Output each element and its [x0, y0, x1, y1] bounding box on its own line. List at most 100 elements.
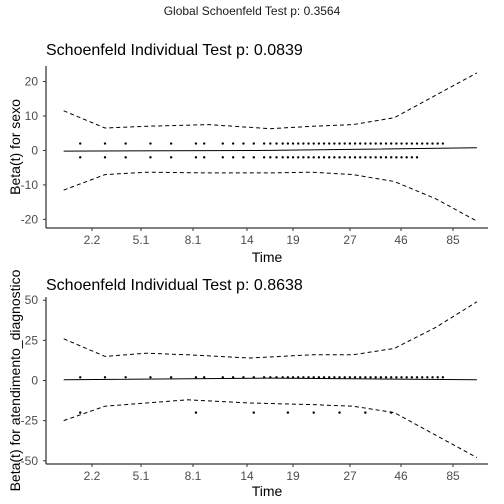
residual-point: [426, 376, 429, 379]
residual-point: [338, 376, 341, 379]
residual-point: [302, 142, 305, 145]
x-tick-label: 2.2: [84, 469, 101, 483]
residual-point: [359, 376, 362, 379]
residual-point: [420, 376, 424, 379]
residual-point: [405, 142, 408, 145]
residual-point: [374, 376, 377, 379]
residual-point: [317, 156, 321, 159]
x-tick-label: 8.1: [185, 469, 202, 483]
residual-point: [400, 142, 403, 145]
residual-point: [281, 376, 284, 379]
x-tick-label: 19: [286, 469, 300, 483]
residual-point: [252, 156, 255, 159]
x-tick-label: 14: [240, 233, 254, 247]
ci-upper-line: [63, 72, 478, 130]
residual-point: [194, 142, 198, 145]
residual-point: [286, 142, 290, 145]
residual-point: [353, 156, 357, 159]
y-tick-label: -50: [21, 454, 39, 468]
residual-point: [410, 376, 414, 379]
residual-point: [338, 156, 341, 159]
residual-point: [384, 376, 388, 379]
residual-point: [169, 376, 173, 379]
residual-point: [269, 376, 272, 379]
residual-point: [202, 376, 206, 379]
residual-point: [286, 156, 290, 159]
residual-point: [379, 376, 383, 379]
panel-title: Schoenfeld Individual Test p: 0.8638: [46, 277, 303, 294]
residual-point: [328, 376, 331, 379]
residual-point: [221, 376, 224, 379]
residual-point: [431, 376, 434, 379]
fitted-beta-line: [63, 147, 477, 152]
global-title: Global Schoenfeld Test p: 0.3564: [163, 4, 341, 18]
y-tick-label: 0: [31, 374, 38, 388]
y-tick-label: 20: [25, 75, 39, 89]
x-tick-label: 85: [446, 469, 460, 483]
residual-point: [307, 376, 310, 379]
residual-point: [343, 142, 346, 145]
x-tick-label: 2.2: [84, 233, 101, 247]
x-tick-label: 46: [394, 469, 408, 483]
residual-point: [312, 156, 315, 159]
residual-point: [343, 376, 346, 379]
ci-lower-line: [63, 171, 478, 222]
residual-point: [338, 142, 341, 145]
ci-upper-line: [63, 301, 478, 359]
residual-point: [410, 142, 414, 145]
residual-point: [252, 376, 255, 379]
residual-point: [348, 142, 352, 145]
y-tick-label: 10: [25, 109, 39, 123]
y-axis-title: Beta(t) for sexo: [7, 99, 23, 195]
residual-point: [231, 156, 235, 159]
residual-point: [312, 142, 315, 145]
residual-point: [436, 142, 439, 145]
residual-point: [369, 156, 372, 159]
residual-point: [286, 376, 290, 379]
residual-point: [415, 156, 419, 159]
residual-point: [333, 376, 336, 379]
residual-point: [262, 156, 266, 159]
residual-point: [262, 376, 266, 379]
residual-point: [252, 142, 255, 145]
residual-point: [302, 376, 305, 379]
residual-point: [374, 142, 377, 145]
residual-point: [124, 142, 127, 145]
x-tick-label: 27: [343, 469, 357, 483]
residual-point: [297, 376, 300, 379]
residual-point: [322, 156, 326, 159]
residual-point: [281, 156, 284, 159]
residual-point: [395, 142, 398, 145]
residual-point: [291, 142, 295, 145]
residual-point: [275, 142, 278, 145]
residual-point: [312, 376, 315, 379]
residual-point: [317, 142, 321, 145]
residual-point: [124, 156, 127, 159]
residual-point: [441, 142, 445, 145]
residual-point: [364, 156, 367, 159]
residual-point: [379, 156, 383, 159]
x-axis-title: Time: [252, 483, 283, 499]
residual-point: [79, 376, 82, 379]
residual-point: [103, 156, 107, 159]
y-tick-label: -10: [21, 178, 39, 192]
panel-title: Schoenfeld Individual Test p: 0.0839: [46, 42, 303, 59]
residual-point: [353, 376, 357, 379]
residual-point: [405, 376, 408, 379]
residual-point: [410, 156, 414, 159]
residual-point: [395, 156, 398, 159]
x-axis-title: Time: [252, 249, 283, 265]
residual-point: [221, 142, 224, 145]
residual-point: [322, 376, 326, 379]
residual-point: [379, 142, 383, 145]
residual-point: [328, 142, 331, 145]
residual-point: [221, 156, 224, 159]
residual-point: [348, 376, 352, 379]
x-tick-label: 19: [286, 233, 300, 247]
residual-point: [169, 142, 173, 145]
residual-point: [389, 142, 393, 145]
residual-point: [286, 411, 290, 414]
residual-point: [359, 156, 362, 159]
residual-point: [322, 142, 326, 145]
ci-lower-line: [63, 399, 478, 459]
